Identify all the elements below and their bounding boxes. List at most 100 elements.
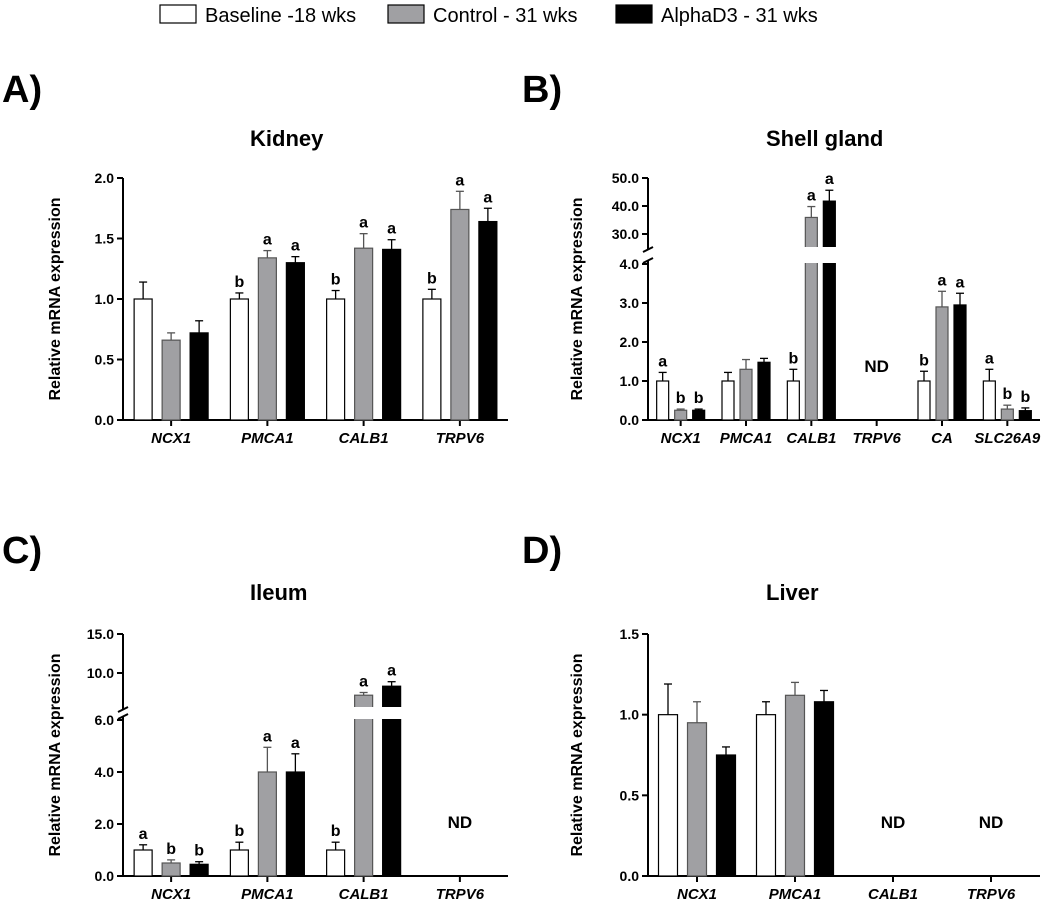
significance-letter: a (291, 238, 300, 255)
y-tick-label: 50.0 (612, 170, 639, 186)
y-tick-label: 1.5 (620, 626, 640, 642)
bar-PMCA1-0 (229, 298, 249, 421)
bar-NCX1-1 (674, 409, 688, 421)
bar-NCX1-0 (133, 298, 153, 421)
nd-label: ND (979, 813, 1004, 832)
y-tick-label: 1.5 (95, 231, 115, 247)
significance-letter: a (359, 674, 368, 691)
bar-SLC26A9-2 (1018, 410, 1032, 421)
y-tick-label: 4.0 (620, 256, 640, 272)
axis-break-mark (117, 713, 129, 720)
bar-TRPV6-2 (478, 220, 498, 421)
bar-NCX1-2 (189, 863, 209, 877)
category-label-PMCA1: PMCA1 (720, 430, 773, 447)
significance-letter: a (825, 171, 834, 188)
significance-letter: a (658, 353, 667, 370)
panel-letter: B) (522, 69, 562, 111)
significance-letter: a (483, 189, 492, 206)
bar-PMCA1-0 (229, 849, 249, 877)
bar-TRPV6-1 (450, 208, 470, 421)
category-label-NCX1: NCX1 (661, 430, 701, 447)
significance-letter: a (359, 215, 368, 232)
category-label-CALB1: CALB1 (868, 886, 918, 903)
y-tick-label: 0.0 (620, 868, 640, 884)
nd-label: ND (448, 813, 473, 832)
panel-letter: A) (2, 69, 42, 111)
significance-letter: a (956, 274, 965, 291)
bar-SLC26A9-0 (982, 380, 996, 421)
bar-CALB1-0 (326, 849, 346, 877)
bar-NCX1-2 (692, 409, 706, 421)
nd-label: ND (864, 357, 889, 376)
axis-break-mark (642, 257, 654, 264)
panel-letter: C) (2, 530, 42, 572)
y-tick-label: 0.0 (95, 412, 115, 428)
significance-letter: b (234, 274, 244, 291)
significance-letter: b (1002, 386, 1012, 403)
significance-letter: b (919, 352, 929, 369)
y-tick-label: 10.0 (87, 665, 114, 681)
category-label-PMCA1: PMCA1 (241, 430, 294, 447)
bar-PMCA1-0 (755, 714, 777, 877)
bar-CALB1-2 (382, 248, 402, 421)
category-label-TRPV6: TRPV6 (852, 430, 901, 447)
bar-NCX1-0 (656, 380, 670, 421)
bar-break-gap (381, 707, 403, 719)
category-label-NCX1: NCX1 (151, 886, 191, 903)
y-tick-label: 1.0 (620, 707, 640, 723)
bar-CALB1-0 (326, 298, 346, 421)
significance-letter: a (139, 826, 148, 843)
significance-letter: b (194, 843, 204, 860)
y-axis-label: Relative mRNA expression (569, 197, 586, 400)
y-tick-label: 0.0 (95, 868, 115, 884)
y-tick-label: 6.0 (95, 712, 115, 728)
bar-CALB1-0 (786, 380, 800, 421)
y-tick-label: 0.0 (620, 412, 640, 428)
bar-CA-0 (917, 380, 931, 421)
panel-3: D) Liver Relative mRNA expression 0.0 0.5 1.0… (522, 530, 1040, 903)
significance-letter: a (387, 663, 396, 680)
significance-letter: b (331, 823, 341, 840)
significance-letter: b (166, 841, 176, 858)
y-tick-label: 2.0 (620, 334, 640, 350)
significance-letter: a (807, 188, 816, 205)
category-label-NCX1: NCX1 (151, 430, 191, 447)
category-label-PMCA1: PMCA1 (769, 886, 822, 903)
y-tick-label: 0.5 (620, 787, 640, 803)
y-tick-label: 30.0 (612, 226, 639, 242)
y-axis-label: Relative mRNA expression (47, 197, 64, 400)
bar-PMCA1-1 (257, 771, 277, 877)
legend-swatch-2 (615, 4, 653, 24)
bar-PMCA1-2 (285, 771, 305, 877)
bar-CALB1-2 (822, 200, 836, 421)
bar-PMCA1-2 (813, 701, 835, 877)
legend-label-1: Control - 31 wks (433, 5, 578, 27)
significance-letter: a (455, 172, 464, 189)
bar-CALB1-1 (354, 247, 374, 421)
bar-CA-2 (953, 304, 967, 421)
bar-PMCA1-2 (285, 262, 305, 421)
bar-NCX1-0 (133, 849, 153, 877)
category-label-CALB1: CALB1 (786, 430, 836, 447)
category-label-PMCA1: PMCA1 (241, 886, 294, 903)
bar-NCX1-0 (657, 714, 679, 877)
bar-TRPV6-0 (422, 298, 442, 421)
bar-NCX1-2 (189, 332, 209, 421)
bar-NCX1-1 (686, 722, 708, 877)
category-label-CALB1: CALB1 (339, 430, 389, 447)
panels: A) Kidney Relative mRNA expression 0.0 0.5 1.… (2, 69, 1041, 903)
y-axis-label: Relative mRNA expression (47, 653, 64, 856)
bar-break-gap (353, 707, 375, 719)
y-tick-label: 3.0 (620, 295, 640, 311)
panel-title: Kidney (250, 126, 324, 151)
bar-CALB1-1 (354, 694, 374, 877)
significance-letter: a (263, 232, 272, 249)
panel-letter: D) (522, 530, 562, 572)
significance-letter: b (427, 270, 437, 287)
y-tick-label: 40.0 (612, 198, 639, 214)
bar-PMCA1-1 (739, 368, 753, 421)
significance-letter: b (694, 390, 704, 407)
category-label-CA: CA (931, 430, 953, 447)
y-tick-label: 1.0 (95, 291, 115, 307)
